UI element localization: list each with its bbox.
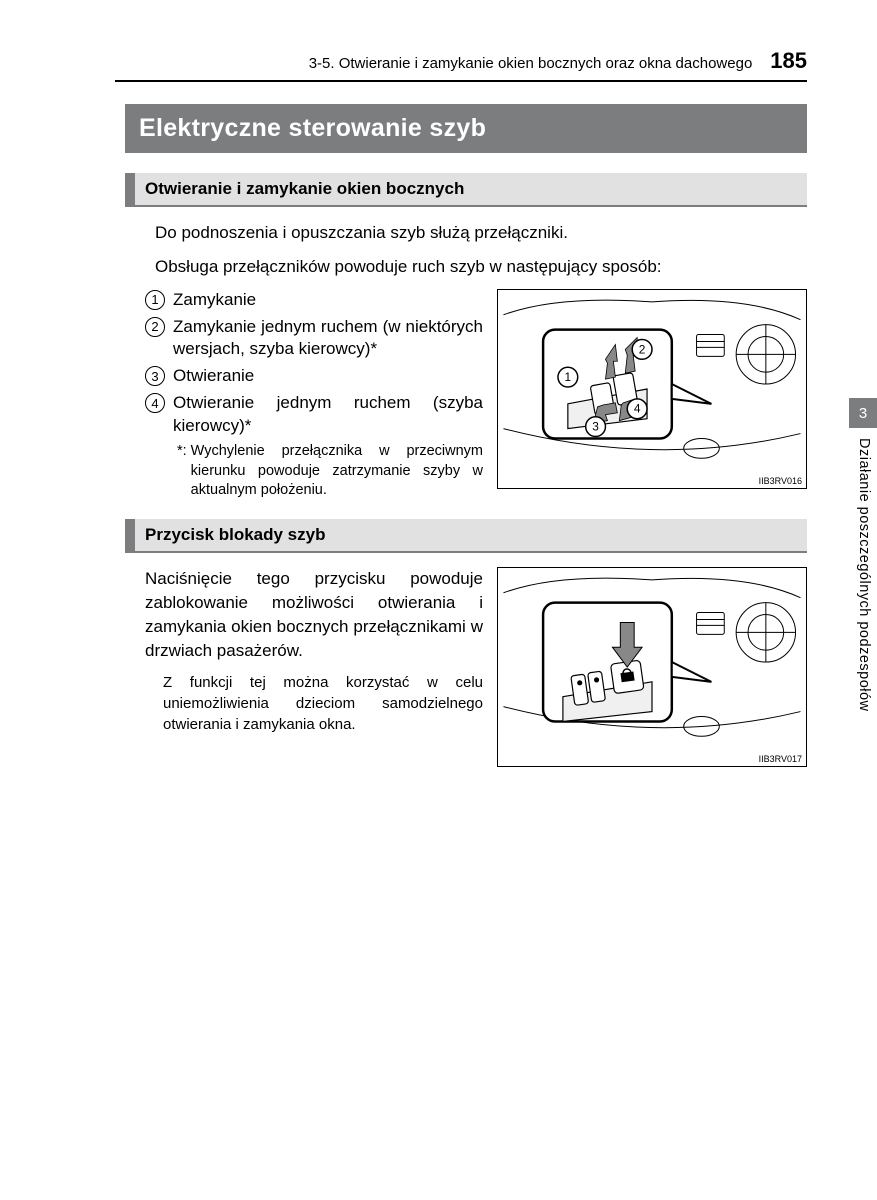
chapter-label: Działanie poszczególnych podzespołów (854, 438, 872, 712)
list-item: 2 Zamykanie jednym ruchem (w niektórych … (145, 316, 483, 362)
list-text: Otwieranie jednym ruchem (szyba kierowcy… (173, 392, 483, 438)
svg-text:1: 1 (565, 370, 572, 384)
section1-heading: Otwieranie i zamykanie okien bocznych (125, 173, 807, 207)
section2-subtext: Z funkcji tej można korzystać w ce­lu un… (163, 673, 483, 735)
circled-number: 3 (145, 366, 165, 386)
section1-note: *: Wychylenie przełącznika w prze­ciwnym… (177, 442, 483, 501)
note-body: Wychylenie przełącznika w prze­ciwnym ki… (191, 442, 483, 501)
section1-list: 1 Zamykanie 2 Zamykanie jednym ruchem (w… (145, 289, 483, 501)
diagram-code: IIB3RV016 (759, 476, 802, 486)
list-item: 3 Otwieranie (145, 365, 483, 388)
chapter-tab: 3 (849, 398, 877, 428)
list-text: Zamykanie jednym ruchem (w niektórych we… (173, 316, 483, 362)
circled-number: 4 (145, 393, 165, 413)
header-rule (115, 80, 807, 82)
list-item: 4 Otwieranie jednym ruchem (szyba kierow… (145, 392, 483, 438)
note-prefix: *: (177, 442, 187, 501)
page-title: Elektryczne sterowanie szyb (125, 104, 807, 153)
list-item: 1 Zamykanie (145, 289, 483, 312)
section2-text: Naciśnięcie tego przycisku powo­duje zab… (145, 567, 483, 664)
section2-diagram: IIB3RV017 (497, 567, 807, 767)
svg-text:4: 4 (634, 401, 641, 415)
section1-intro1: Do podnoszenia i opuszczania szyb służą … (155, 221, 807, 245)
section2-heading: Przycisk blokady szyb (125, 519, 807, 553)
section1-diagram: 1 2 3 4 IIB3RV016 (497, 289, 807, 489)
svg-text:3: 3 (592, 419, 599, 433)
section1-intro2: Obsługa przełączników powoduje ruch szyb… (155, 255, 807, 279)
circled-number: 2 (145, 317, 165, 337)
circled-number: 1 (145, 290, 165, 310)
section-ref: 3-5. Otwieranie i zamykanie okien boczny… (309, 55, 753, 72)
page-number: 185 (770, 48, 807, 74)
section2-text-col: Naciśnięcie tego przycisku powo­duje zab… (145, 567, 483, 767)
list-text: Otwieranie (173, 365, 254, 388)
diagram-code: IIB3RV017 (759, 754, 802, 764)
svg-text:2: 2 (639, 342, 646, 356)
list-text: Zamykanie (173, 289, 256, 312)
